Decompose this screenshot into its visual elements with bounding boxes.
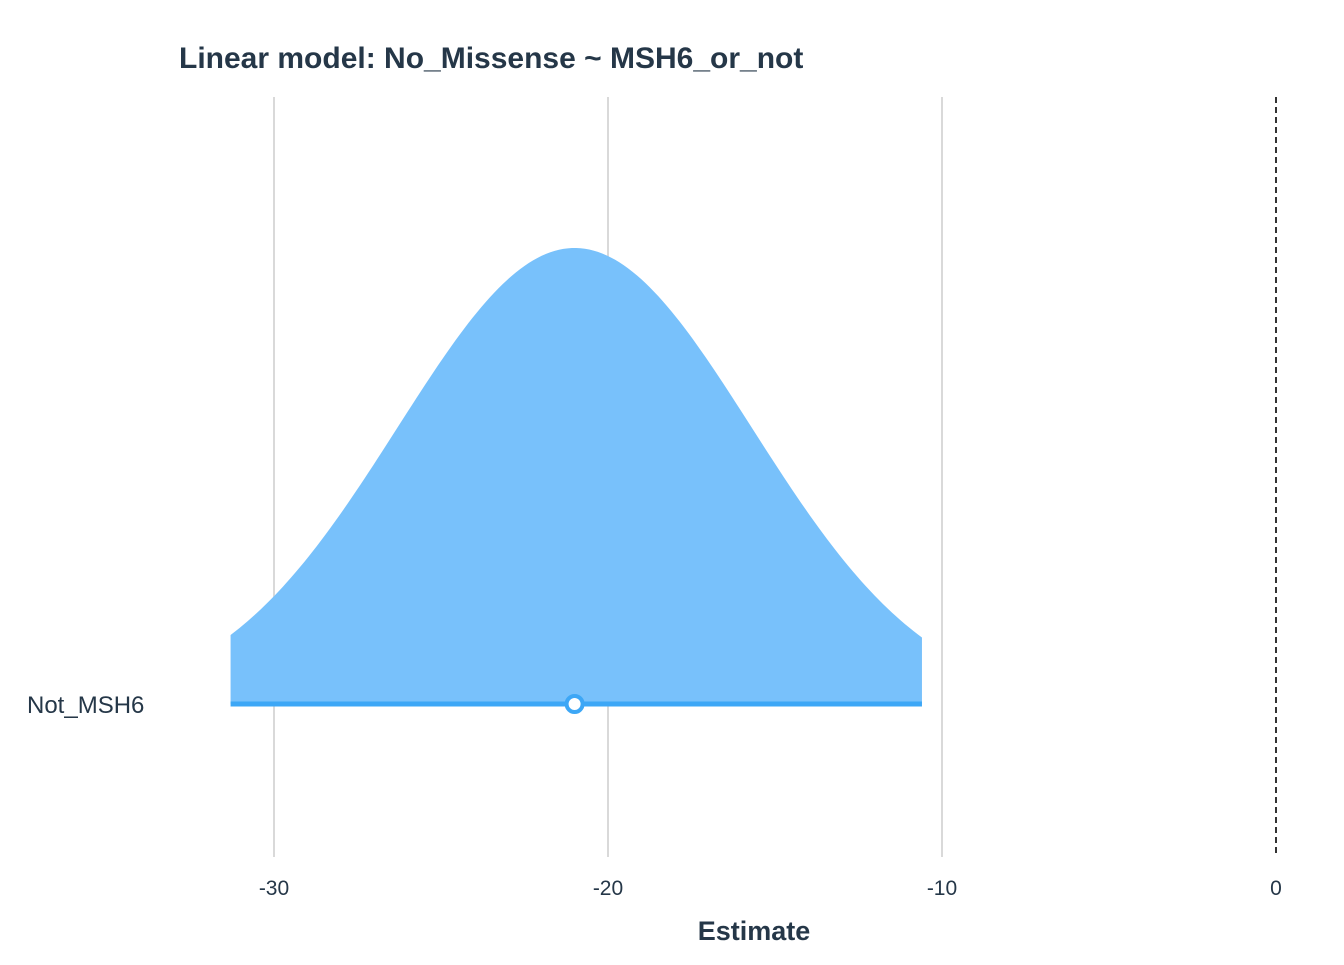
category-labels: Not_MSH6 <box>27 692 144 719</box>
density-area-group <box>230 248 922 704</box>
point-estimate-marker <box>564 694 585 714</box>
chart-title: Linear model: No_Missense ~ MSH6_or_not <box>179 42 803 75</box>
x-axis-title: Estimate <box>698 916 811 946</box>
x-tick-label: -10 <box>927 877 957 900</box>
category-label: Not_MSH6 <box>27 692 144 719</box>
x-tick-label: -30 <box>259 877 289 900</box>
x-tick-label: 0 <box>1270 877 1282 900</box>
density-area <box>230 248 922 704</box>
interval-group <box>230 694 922 714</box>
x-tick-label: -20 <box>593 877 623 900</box>
x-tick-labels: -30 -20 -10 0 <box>259 877 1282 900</box>
